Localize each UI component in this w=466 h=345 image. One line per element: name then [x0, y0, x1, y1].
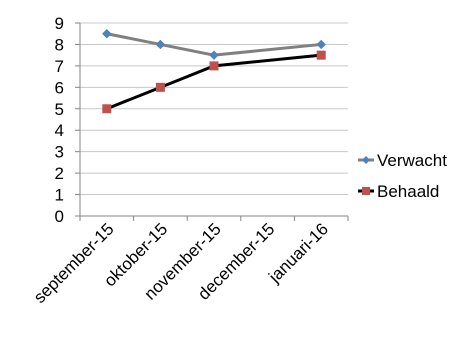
y-tick-label: 3	[55, 143, 64, 162]
legend-marker-verwacht	[362, 156, 370, 164]
data-point-verwacht	[102, 29, 112, 39]
y-tick-label: 8	[55, 35, 64, 54]
data-point-verwacht	[155, 39, 166, 50]
y-tick-label: 6	[55, 78, 64, 97]
data-point-behaald	[316, 50, 326, 60]
y-tick-label: 9	[55, 14, 64, 33]
y-tick-label: 4	[55, 121, 64, 140]
y-tick-label: 7	[55, 57, 64, 76]
data-point-behaald	[209, 61, 219, 71]
legend-marker-behaald	[362, 187, 370, 195]
data-point-behaald	[155, 82, 165, 92]
y-tick-label: 0	[55, 207, 64, 226]
x-tick-label: september-15	[30, 219, 118, 307]
series-line-verwacht	[106, 32, 322, 57]
legend-label-verwacht: Verwacht	[377, 151, 447, 170]
y-tick-label: 2	[55, 164, 64, 183]
series-line-behaald	[106, 53, 322, 111]
data-point-behaald	[102, 104, 112, 114]
legend-label-behaald: Behaald	[377, 182, 439, 201]
data-point-verwacht	[209, 50, 219, 60]
y-tick-label: 1	[55, 186, 64, 205]
y-tick-label: 5	[55, 100, 64, 119]
data-point-verwacht	[316, 39, 326, 50]
